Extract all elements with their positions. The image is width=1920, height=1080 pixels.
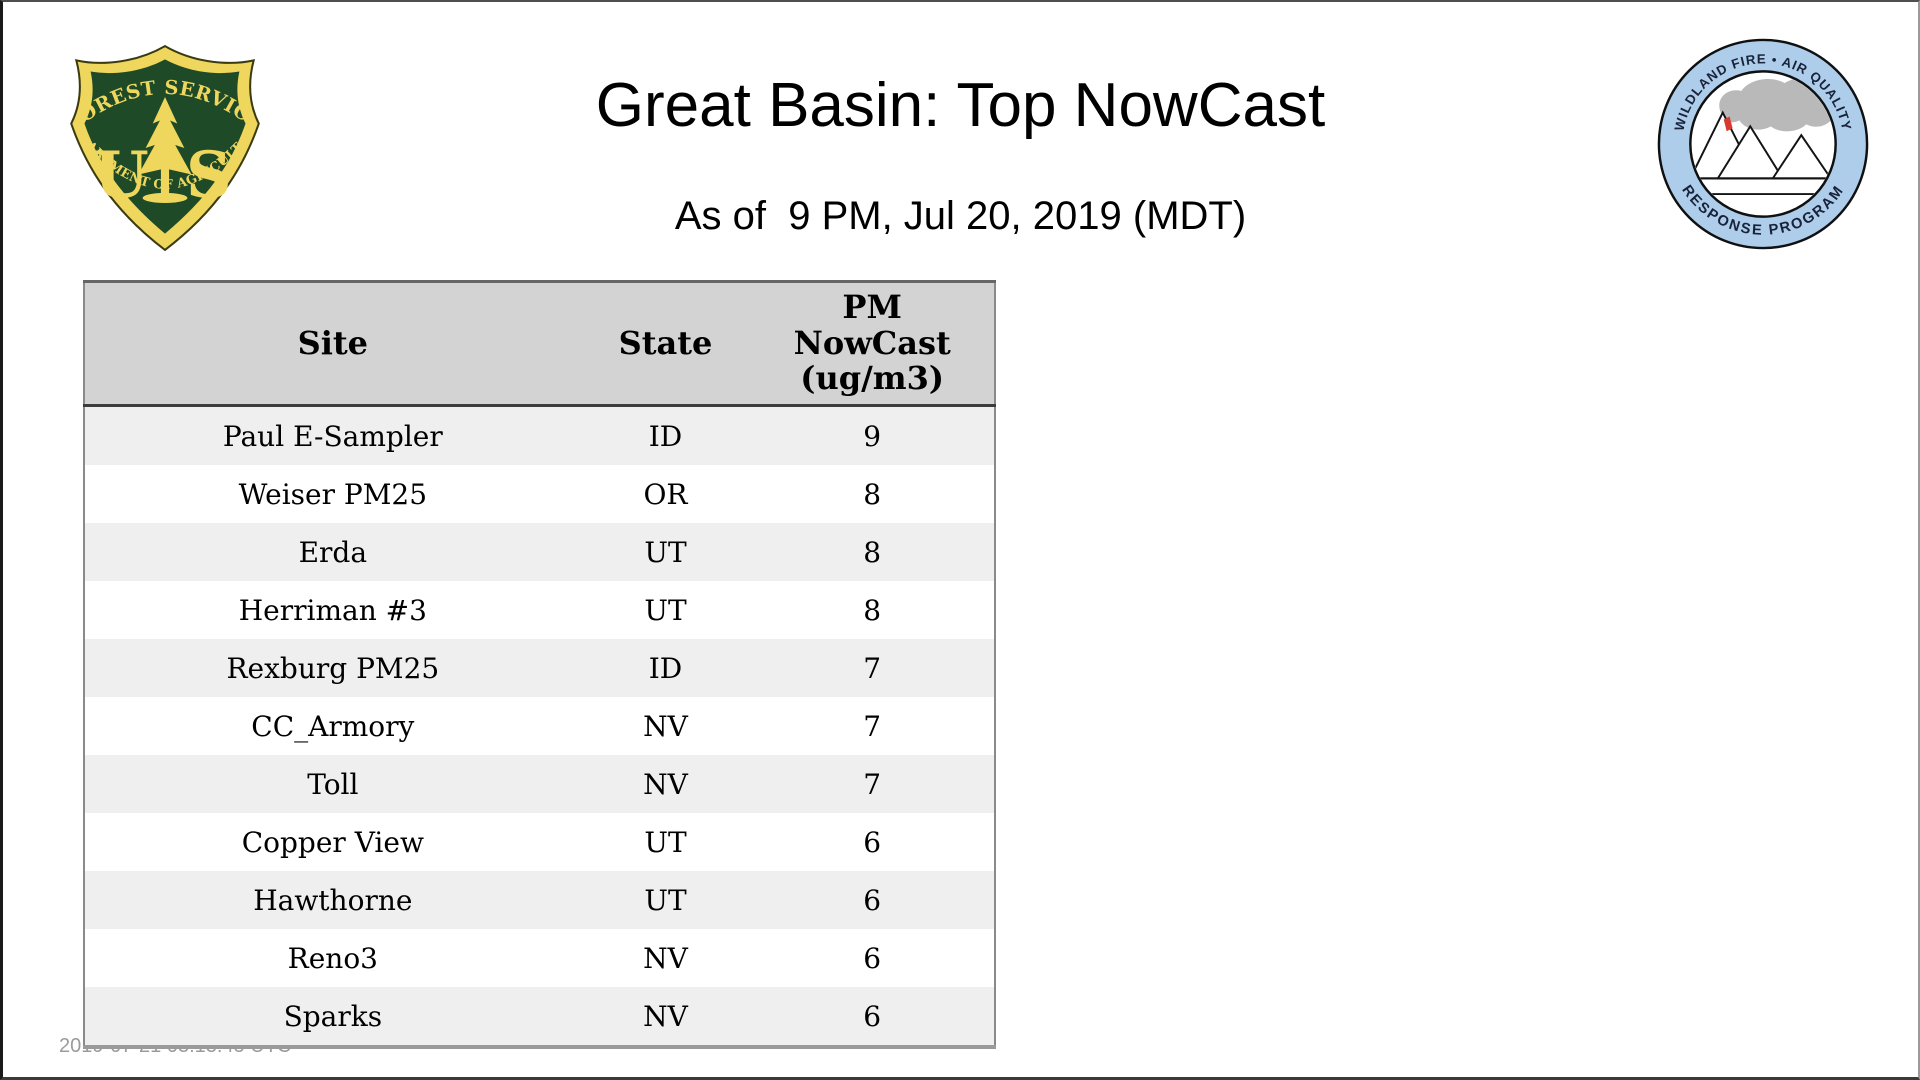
state-cell: ID [580,639,751,697]
flame-mark [1723,116,1733,132]
nowcast-cell: 8 [750,581,995,639]
site-cell: CC_Armory [84,697,581,755]
nowcast-table: Site State PM NowCast (ug/m3) Paul E-Sam… [83,280,996,1049]
column-header-nowcast: PM NowCast (ug/m3) [750,281,995,407]
site-cell: Hawthorne [84,871,581,929]
table-header: Site State PM NowCast (ug/m3) [84,281,995,407]
state-cell: UT [580,523,751,581]
state-cell: UT [580,813,751,871]
site-cell: Toll [84,755,581,813]
pine-tree-icon [138,97,192,195]
smoke-plume [1719,78,1835,132]
fs-monogram-s: S [186,138,232,212]
state-cell: UT [580,581,751,639]
table-row: Weiser PM25 OR 8 [84,465,995,523]
site-cell: Reno3 [84,929,581,987]
table-row: Rexburg PM25 ID 7 [84,639,995,697]
table-row: Hawthorne UT 6 [84,871,995,929]
table-row: Paul E-Sampler ID 9 [84,405,995,465]
nowcast-cell: 6 [750,871,995,929]
site-cell: Weiser PM25 [84,465,581,523]
site-cell: Sparks [84,987,581,1047]
nowcast-cell: 9 [750,405,995,465]
page-title: Great Basin: Top NowCast [595,71,1326,140]
fs-monogram-u: U [94,138,149,212]
table-row: Copper View UT 6 [84,813,995,871]
column-header-site: Site [84,281,581,407]
site-cell: Herriman #3 [84,581,581,639]
nowcast-cell: 7 [750,639,995,697]
nowcast-cell: 8 [750,465,995,523]
state-cell: ID [580,405,751,465]
state-cell: UT [580,871,751,929]
table-row: Herriman #3 UT 8 [84,581,995,639]
state-cell: NV [580,929,751,987]
table-row: Sparks NV 6 [84,987,995,1047]
site-cell: Rexburg PM25 [84,639,581,697]
site-cell: Erda [84,523,581,581]
nowcast-cell: 6 [750,987,995,1047]
wildland-fire-air-quality-logo: WILDLAND FIRE • AIR QUALITY RESPONSE PRO… [1657,38,1869,250]
table-row: Erda UT 8 [84,523,995,581]
nowcast-cell: 8 [750,523,995,581]
state-cell: NV [580,755,751,813]
table-row: CC_Armory NV 7 [84,697,995,755]
nowcast-cell: 7 [750,755,995,813]
forest-service-logo: FOREST SERVICE U S DEPARTMENT OF AGRICUL… [63,42,260,252]
pine-tree-base [142,192,188,204]
nowcast-cell: 7 [750,697,995,755]
site-cell: Copper View [84,813,581,871]
table-row: Toll NV 7 [84,755,995,813]
state-cell: NV [580,987,751,1047]
nowcast-cell: 6 [750,813,995,871]
page-subtitle: As of 9 PM, Jul 20, 2019 (MDT) [674,194,1247,238]
state-cell: OR [580,465,751,523]
site-cell: Paul E-Sampler [84,405,581,465]
table-row: Reno3 NV 6 [84,929,995,987]
nowcast-cell: 6 [750,929,995,987]
state-cell: NV [580,697,751,755]
column-header-nowcast-text: PM NowCast (ug/m3) [793,287,951,398]
column-header-state: State [580,281,751,407]
